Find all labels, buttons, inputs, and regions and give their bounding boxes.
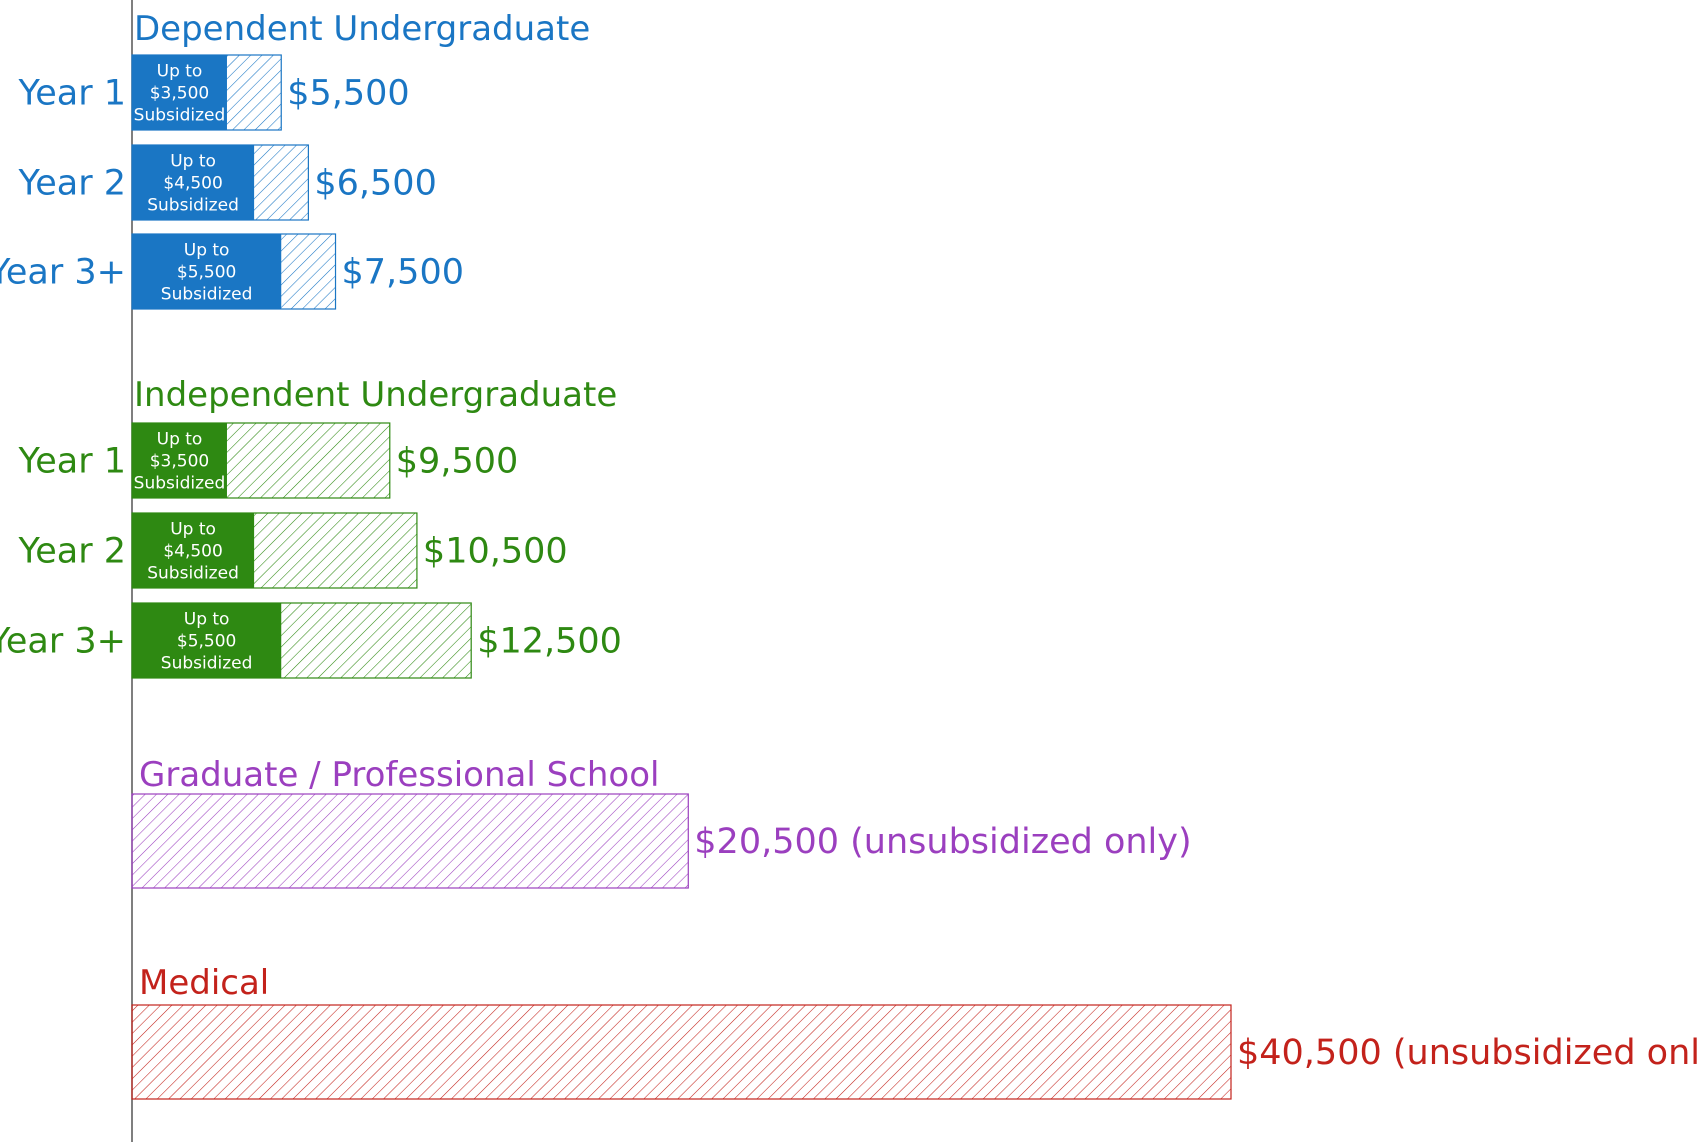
total-label: $40,500 (unsubsidized only) — [1237, 1033, 1700, 1073]
subsidized-bar — [132, 55, 227, 130]
subsidized-bar — [132, 513, 255, 588]
subsidized-label: Subsidized — [147, 196, 239, 216]
subsidized-label: Up to — [184, 610, 230, 630]
subsidized-label: Up to — [157, 430, 203, 450]
subsidized-label: $5,500 — [177, 632, 236, 652]
subsidized-label: $4,500 — [163, 174, 222, 194]
subsidized-label: Up to — [184, 241, 230, 261]
subsidized-label: $3,500 — [150, 452, 209, 472]
subsidized-label: $3,500 — [150, 84, 209, 104]
total-label: $10,500 — [423, 532, 568, 572]
subsidized-bar — [132, 234, 282, 309]
total-label: $6,500 — [314, 164, 436, 204]
subsidized-label: Up to — [170, 520, 216, 540]
group-title: Graduate / Professional School — [139, 755, 659, 795]
subsidized-label: $5,500 — [177, 263, 236, 283]
subsidized-label: Subsidized — [147, 564, 239, 584]
year-label: Year 2 — [18, 164, 127, 204]
subsidized-bar — [132, 423, 227, 498]
unsubsidized-bar — [131, 793, 689, 889]
total-label: $9,500 — [396, 442, 518, 482]
year-label: Year 1 — [18, 74, 127, 114]
year-label: Year 1 — [18, 442, 127, 482]
total-label: $7,500 — [342, 253, 464, 293]
subsidized-bar — [132, 603, 282, 678]
year-label: Year 2 — [18, 532, 127, 572]
subsidized-label: Subsidized — [161, 285, 253, 305]
year-label: Year 3+ — [0, 253, 126, 293]
year-label: Year 3+ — [0, 622, 126, 662]
subsidized-label: Up to — [170, 152, 216, 172]
total-label: $5,500 — [287, 74, 409, 114]
subsidized-label: Subsidized — [161, 654, 253, 674]
total-label: $20,500 (unsubsidized only) — [694, 822, 1191, 862]
group-title: Independent Undergraduate — [134, 375, 617, 415]
subsidized-label: Up to — [157, 62, 203, 82]
total-label: $12,500 — [477, 622, 622, 662]
subsidized-label: Subsidized — [134, 474, 226, 494]
subsidized-label: Subsidized — [134, 106, 226, 126]
subsidized-label: $4,500 — [163, 542, 222, 562]
unsubsidized-bar — [131, 1004, 1232, 1100]
group-title: Dependent Undergraduate — [134, 9, 590, 49]
subsidized-bar — [132, 145, 255, 220]
group-title: Medical — [139, 963, 269, 1003]
